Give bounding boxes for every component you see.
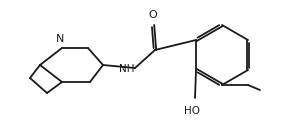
Text: NH: NH <box>119 64 135 74</box>
Text: HO: HO <box>184 106 200 116</box>
Text: O: O <box>148 10 157 20</box>
Text: N: N <box>56 34 64 44</box>
